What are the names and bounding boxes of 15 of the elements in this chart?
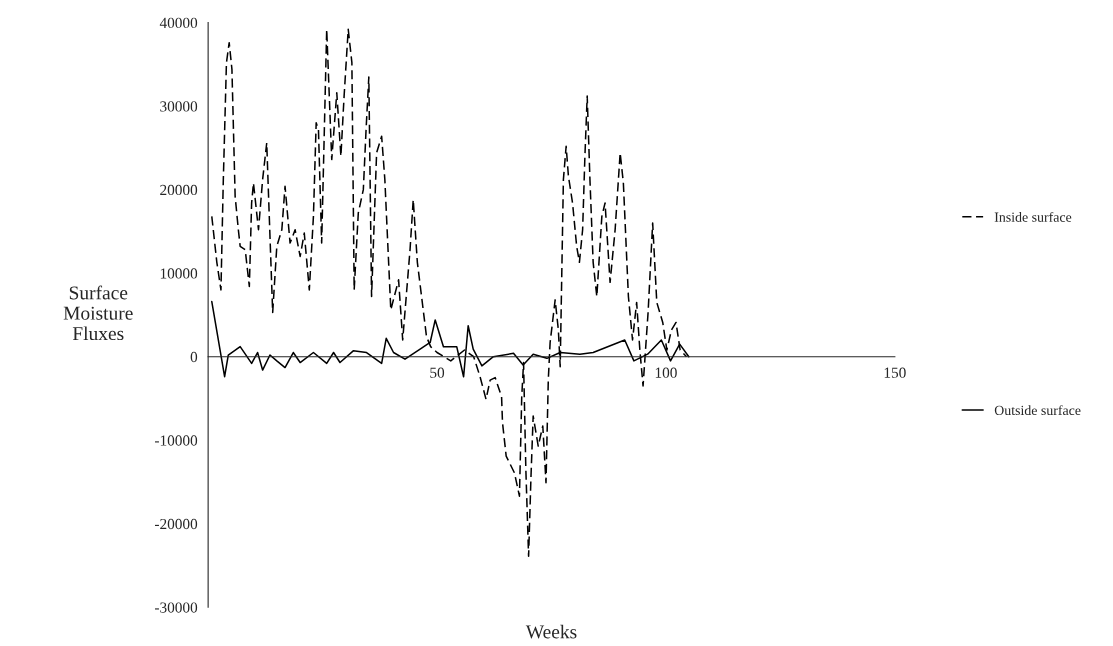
x-tick-label: 150 <box>884 367 906 378</box>
legend-label: Outside surface <box>994 405 1081 416</box>
y-tick-label: 30000 <box>160 101 198 112</box>
y-tick-label: 40000 <box>159 17 198 29</box>
y-tick-label: 10000 <box>160 268 198 279</box>
x-axis-title: Weeks <box>525 624 577 639</box>
y-tick-label: -10000 <box>155 435 198 446</box>
x-tick-label: 50 <box>430 367 445 378</box>
y-tick-label: -20000 <box>155 518 198 530</box>
y-axis-title: Surface Moisture Fluxes <box>63 285 133 341</box>
y-tick-label: 0 <box>190 351 198 363</box>
y-tick-label: -30000 <box>155 602 198 613</box>
y-tick-label: 20000 <box>160 184 198 196</box>
x-tick-label: 100 <box>655 367 677 378</box>
legend-label: Inside surface <box>994 211 1072 222</box>
